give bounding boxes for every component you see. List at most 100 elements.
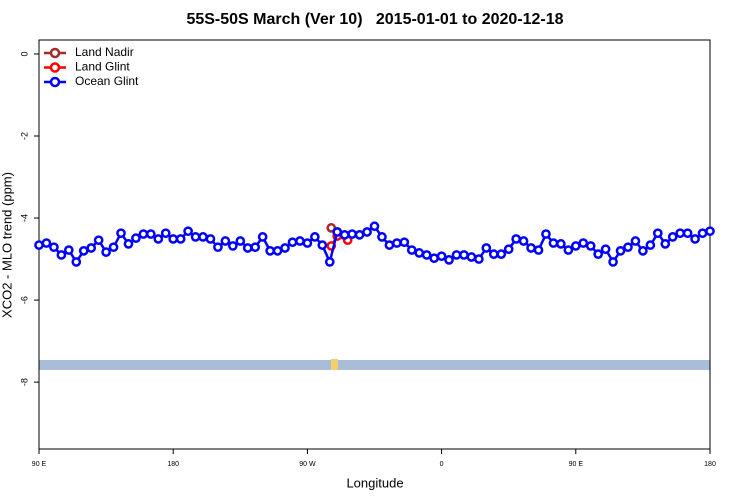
data-point (377, 232, 387, 242)
data-point (570, 241, 581, 251)
x-axis-label: Longitude (346, 475, 403, 490)
data-point (488, 249, 499, 259)
data-point (235, 236, 246, 246)
y-tick-label: -8 (19, 378, 29, 386)
data-point (645, 240, 656, 250)
y-tick-label: 0 (19, 51, 29, 56)
data-point (593, 249, 604, 259)
data-point (399, 237, 410, 248)
y-tick-label: -6 (19, 296, 29, 304)
data-point (205, 234, 216, 244)
x-tick-label: 90 E (32, 461, 47, 468)
data-point (272, 246, 283, 256)
data-point (78, 246, 89, 256)
data-point (526, 243, 536, 253)
plot-frame (38, 39, 711, 450)
data-point (116, 228, 126, 239)
data-point (354, 230, 365, 240)
legend-marker (49, 76, 61, 88)
data-point (421, 250, 432, 260)
data-point (145, 229, 156, 239)
data-point (175, 234, 186, 244)
data-point (578, 238, 589, 248)
x-tick-label: 90 W (299, 461, 316, 468)
coverage-band (39, 360, 710, 370)
data-point (101, 247, 111, 257)
data-point (153, 234, 164, 244)
data-point (563, 245, 574, 255)
data-point (56, 250, 67, 260)
data-point (436, 251, 447, 262)
data-point (213, 242, 223, 253)
data-point (600, 244, 611, 255)
data-point (608, 257, 618, 267)
data-point (310, 232, 320, 242)
data-point (630, 236, 641, 246)
data-point (541, 229, 551, 239)
data-point (41, 238, 52, 248)
data-point (690, 234, 700, 244)
data-point (682, 228, 693, 239)
chart-title: 55S-50S March (Ver 10) 2015-01-01 to 202… (186, 11, 563, 28)
y-axis-label: XCO2 - MLO trend (ppm) (0, 172, 14, 318)
data-point (362, 227, 372, 237)
legend-label: Ocean Glint (75, 74, 139, 88)
data-point (459, 250, 469, 260)
data-point (227, 241, 238, 251)
data-point (168, 234, 179, 244)
data-point (108, 242, 119, 253)
data-point (287, 237, 298, 248)
data-point (466, 252, 477, 262)
data-point (697, 228, 708, 239)
legend-marker (49, 47, 61, 59)
data-point (451, 250, 462, 260)
legend-label: Land Nadir (75, 45, 134, 59)
legend-label: Land Glint (75, 60, 130, 74)
data-point (183, 226, 193, 237)
data-point (615, 246, 626, 256)
y-tick-label: -2 (19, 132, 29, 140)
data-point (444, 255, 454, 265)
data-point (406, 245, 417, 255)
data-point (638, 246, 648, 256)
data-point (131, 233, 141, 243)
x-tick-label: 0 (440, 461, 444, 468)
data-point (347, 229, 357, 239)
data-point (705, 226, 715, 237)
data-point (123, 239, 134, 249)
data-point (324, 257, 335, 267)
data-point (190, 232, 201, 242)
data-point (86, 243, 97, 253)
data-point (257, 232, 268, 242)
data-point (250, 242, 261, 253)
data-point (496, 249, 507, 259)
data-point (392, 238, 402, 248)
data-point (295, 236, 305, 246)
data-point (585, 241, 596, 251)
data-point (220, 236, 231, 246)
coverage-mark (331, 359, 338, 370)
data-point (429, 253, 439, 264)
data-point (63, 245, 74, 255)
data-point (71, 257, 82, 267)
x-tick-label: 180 (167, 461, 179, 468)
data-point (533, 245, 544, 255)
data-point (339, 230, 350, 240)
data-point (511, 234, 522, 244)
data-point (623, 242, 633, 253)
data-point (198, 232, 208, 242)
data-point (675, 228, 686, 239)
data-point (474, 254, 484, 264)
data-point (518, 236, 529, 246)
data-point (332, 227, 343, 237)
data-point (49, 242, 59, 253)
data-point (302, 238, 313, 248)
data-point (652, 228, 663, 239)
data-point (242, 243, 253, 253)
data-point (280, 243, 290, 253)
data-point (414, 248, 425, 258)
data-point (34, 240, 44, 250)
data-point (369, 221, 380, 232)
